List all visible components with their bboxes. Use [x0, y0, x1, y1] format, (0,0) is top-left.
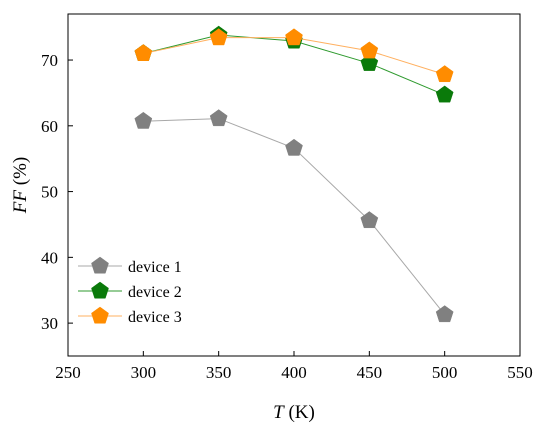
x-tick-label: 350	[206, 363, 232, 382]
data-point	[435, 305, 454, 323]
y-tick-label: 30	[41, 314, 58, 333]
legend-label: device 3	[128, 309, 182, 326]
legend-item: device 3	[78, 306, 182, 326]
x-axis-ticks: 250 300 350 400 450 500 550	[55, 351, 533, 382]
data-point	[209, 28, 228, 46]
legend-item: device 1	[78, 256, 182, 276]
data-point	[134, 111, 153, 129]
legend-item: device 2	[78, 281, 182, 301]
y-tick-label: 70	[41, 51, 58, 70]
data-point	[360, 41, 379, 59]
y-tick-label: 50	[41, 183, 58, 202]
data-point	[360, 211, 379, 229]
x-tick-label: 550	[507, 363, 533, 382]
x-tick-label: 500	[432, 363, 458, 382]
data-point	[134, 44, 153, 61]
data-point	[435, 65, 454, 83]
data-point	[285, 138, 303, 156]
legend-label: device 2	[128, 284, 182, 301]
x-axis-label-unit: (K)	[284, 402, 315, 423]
y-tick-label: 40	[41, 248, 58, 267]
series-layer	[134, 25, 454, 323]
data-point	[285, 28, 303, 46]
series-1	[134, 109, 454, 323]
legend-marker	[91, 306, 109, 324]
x-axis-label-var: T	[273, 402, 285, 423]
y-axis-label-unit: (%)	[10, 157, 31, 190]
data-point	[435, 85, 454, 103]
x-tick-label: 450	[357, 363, 383, 382]
legend-marker	[91, 256, 109, 274]
y-axis-label-var: FF	[10, 190, 31, 215]
x-tick-label: 300	[131, 363, 157, 382]
x-tick-label: 400	[281, 363, 307, 382]
legend: device 1 device 2 device 3	[78, 256, 182, 326]
x-tick-label: 250	[55, 363, 81, 382]
x-axis-label: T (K)	[273, 402, 315, 423]
series-3	[134, 28, 454, 83]
data-point	[209, 109, 228, 127]
data-point	[360, 54, 379, 71]
plot-frame	[67, 13, 521, 357]
legend-label: device 1	[128, 259, 182, 276]
y-axis-ticks: 30 40 50 60 70	[41, 51, 73, 333]
y-axis-label: FF (%)	[10, 157, 31, 214]
legend-marker	[91, 281, 109, 299]
y-tick-label: 60	[41, 117, 58, 136]
